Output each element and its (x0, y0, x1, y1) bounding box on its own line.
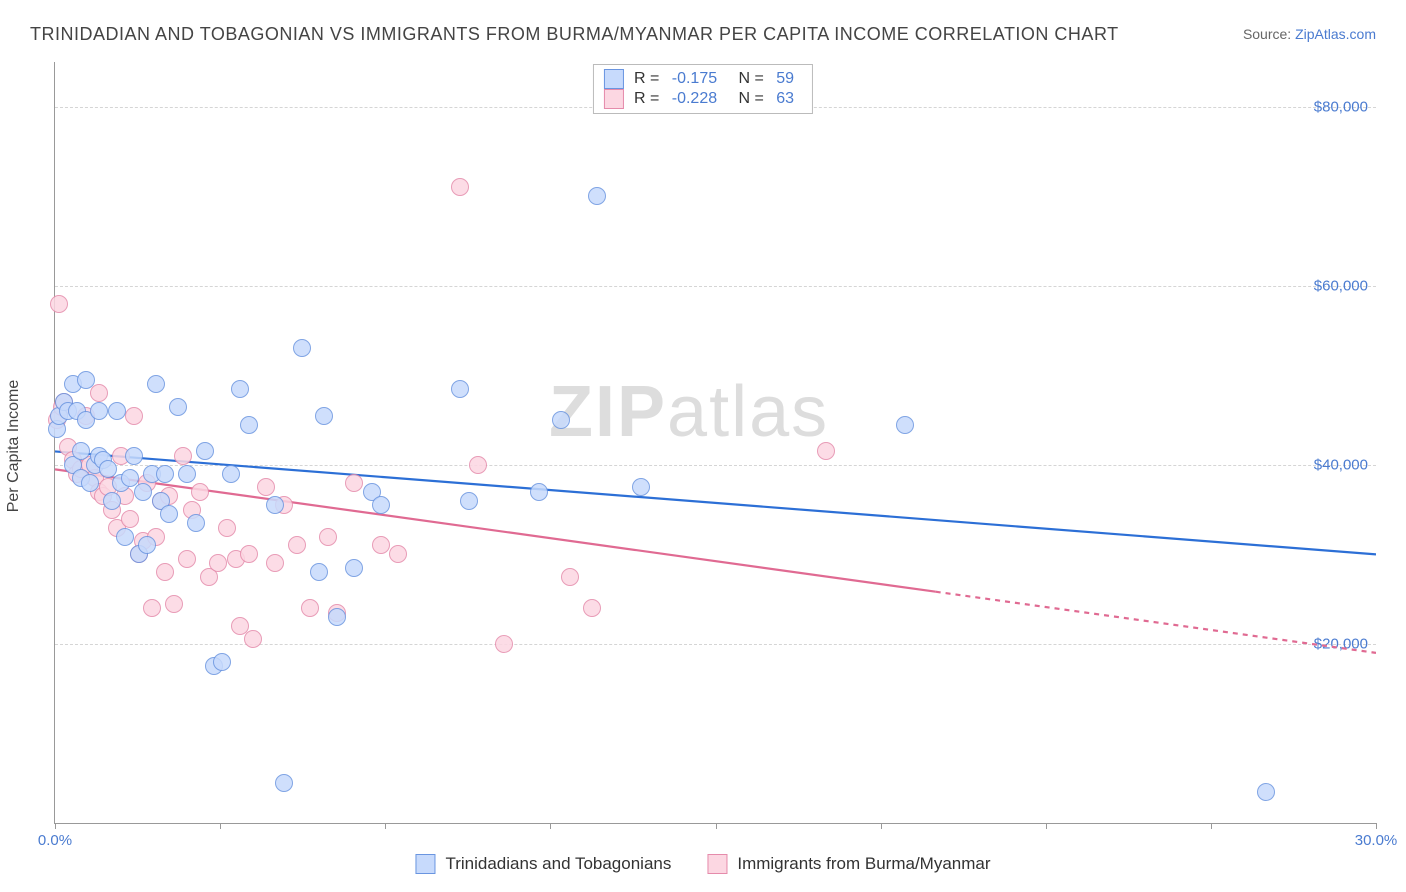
stats-row: R = -0.228 N = 63 (604, 89, 802, 109)
scatter-point (134, 483, 152, 501)
x-tick-mark (55, 823, 56, 829)
legend-swatch (604, 69, 624, 89)
scatter-point (178, 465, 196, 483)
scatter-point (495, 635, 513, 653)
scatter-point (81, 474, 99, 492)
x-tick-mark (1376, 823, 1377, 829)
scatter-point (319, 528, 337, 546)
scatter-point (288, 536, 306, 554)
x-tick-label: 0.0% (38, 832, 72, 849)
legend-item: Immigrants from Burma/Myanmar (707, 854, 990, 874)
legend-swatch (415, 854, 435, 874)
scatter-point (583, 599, 601, 617)
plot-area: ZIPatlas $20,000$40,000$60,000$80,0000.0… (54, 62, 1376, 824)
scatter-point (143, 599, 161, 617)
scatter-point (231, 380, 249, 398)
scatter-point (588, 187, 606, 205)
scatter-point (896, 416, 914, 434)
scatter-point (108, 402, 126, 420)
scatter-point (293, 339, 311, 357)
legend-item: Trinidadians and Tobagonians (415, 854, 671, 874)
scatter-point (301, 599, 319, 617)
legend-label: Trinidadians and Tobagonians (445, 854, 671, 874)
scatter-point (389, 545, 407, 563)
scatter-point (372, 496, 390, 514)
scatter-point (372, 536, 390, 554)
x-tick-label: 30.0% (1355, 832, 1398, 849)
scatter-point (218, 519, 236, 537)
scatter-point (50, 295, 68, 313)
scatter-point (469, 456, 487, 474)
legend-swatch (707, 854, 727, 874)
stats-text: R = -0.228 N = 63 (634, 90, 802, 108)
series-legend: Trinidadians and Tobagonians Immigrants f… (415, 854, 990, 874)
source-prefix: Source: (1243, 26, 1295, 42)
scatter-point (77, 371, 95, 389)
scatter-point (632, 478, 650, 496)
scatter-point (240, 416, 258, 434)
y-axis-label: Per Capita Income (5, 380, 23, 513)
scatter-point (561, 568, 579, 586)
scatter-point (552, 411, 570, 429)
scatter-point (240, 545, 258, 563)
scatter-point (222, 465, 240, 483)
x-tick-mark (716, 823, 717, 829)
scatter-point (187, 514, 205, 532)
scatter-point (266, 554, 284, 572)
scatter-point (165, 595, 183, 613)
trend-lines (55, 62, 1376, 823)
scatter-point (191, 483, 209, 501)
scatter-point (275, 774, 293, 792)
scatter-point (125, 447, 143, 465)
scatter-point (244, 630, 262, 648)
stats-row: R = -0.175 N = 59 (604, 69, 802, 89)
chart-title: TRINIDADIAN AND TOBAGONIAN VS IMMIGRANTS… (30, 24, 1119, 45)
scatter-point (451, 178, 469, 196)
scatter-point (174, 447, 192, 465)
x-tick-mark (385, 823, 386, 829)
source-attribution: Source: ZipAtlas.com (1243, 26, 1376, 42)
scatter-point (116, 528, 134, 546)
x-tick-mark (1211, 823, 1212, 829)
scatter-point (266, 496, 284, 514)
scatter-point (160, 505, 178, 523)
x-tick-mark (220, 823, 221, 829)
scatter-point (121, 510, 139, 528)
x-tick-mark (550, 823, 551, 829)
scatter-point (257, 478, 275, 496)
scatter-point (90, 384, 108, 402)
stats-text: R = -0.175 N = 59 (634, 70, 802, 88)
scatter-point (169, 398, 187, 416)
scatter-point (328, 608, 346, 626)
scatter-point (310, 563, 328, 581)
scatter-point (530, 483, 548, 501)
scatter-point (90, 402, 108, 420)
scatter-point (817, 442, 835, 460)
scatter-point (460, 492, 478, 510)
scatter-point (156, 465, 174, 483)
scatter-point (345, 474, 363, 492)
scatter-point (138, 536, 156, 554)
scatter-point (315, 407, 333, 425)
scatter-point (213, 653, 231, 671)
legend-label: Immigrants from Burma/Myanmar (737, 854, 990, 874)
scatter-point (103, 492, 121, 510)
scatter-point (156, 563, 174, 581)
stats-legend: R = -0.175 N = 59 R = -0.228 N = 63 (593, 64, 813, 114)
scatter-point (209, 554, 227, 572)
x-tick-mark (1046, 823, 1047, 829)
scatter-point (196, 442, 214, 460)
source-link[interactable]: ZipAtlas.com (1295, 26, 1376, 42)
scatter-point (147, 375, 165, 393)
legend-swatch (604, 89, 624, 109)
scatter-point (345, 559, 363, 577)
x-tick-mark (881, 823, 882, 829)
scatter-point (451, 380, 469, 398)
scatter-point (125, 407, 143, 425)
scatter-point (1257, 783, 1275, 801)
scatter-point (178, 550, 196, 568)
